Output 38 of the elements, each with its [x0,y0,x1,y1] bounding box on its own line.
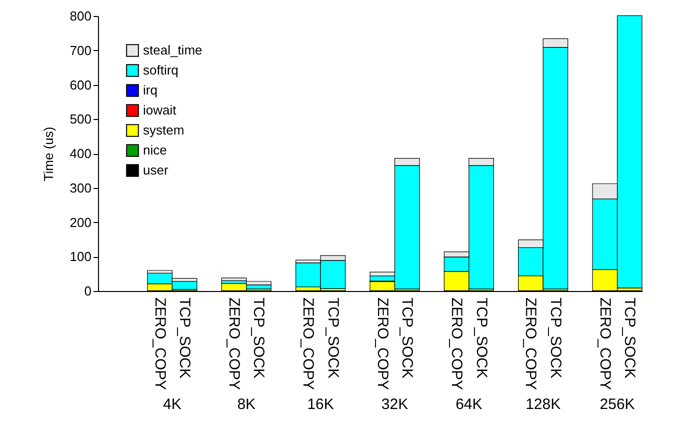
y-axis-title: Time (us) [40,126,56,182]
y-tick-label: 200 [70,214,92,230]
x-tick-label: ZERO_COPY [151,298,168,390]
x-tick-label: TCP_SOCK [398,298,416,378]
x-tick-label: ZERO_COPY [300,298,317,390]
text: 128K [526,396,561,413]
x-tick-label: TCP_SOCK [546,298,564,378]
x-tick-label: ZERO_COPY [374,298,391,390]
x-tick-label: ZERO_COPY [596,298,614,390]
legend-label: iowait [143,102,177,118]
x-tick-label: ZERO_COPY [522,298,540,390]
x-tick-label: TCP_SOCK [324,298,342,378]
y-tick-label: 100 [70,249,92,264]
y-tick-label: 400 [70,146,92,161]
x-tick-label: TCP_SOCK [472,298,490,378]
y-tick-label: 800 [70,8,92,24]
x-tick-label: ZERO_COPY [226,298,242,390]
text: 256K [600,396,635,413]
x-tick-label: TCP_SOCK [250,298,268,378]
y-tick-label: 0 [84,284,92,298]
y-tick-label: 300 [70,180,92,196]
text: 16K [307,396,334,413]
x-tick-label: ZERO_COPY [448,298,466,390]
legend-label: irq [143,82,158,98]
legend-label: steal_time [143,42,202,58]
x-tick-label: TCP_SOCK [621,298,638,378]
y-tick-label: 500 [70,112,92,127]
y-tick-label: 600 [70,77,92,92]
x-tick-label: TCP_SOCK [176,298,194,378]
legend-label: nice [143,142,167,158]
legend-label: system [143,122,184,138]
text: 32K [381,396,408,413]
text: 4K [163,396,182,413]
y-tick-label: 700 [70,42,92,58]
legend-label: user [143,162,169,178]
text: 8K [237,396,256,413]
text: 64K [456,396,482,413]
legend-label: softirq [143,62,178,78]
